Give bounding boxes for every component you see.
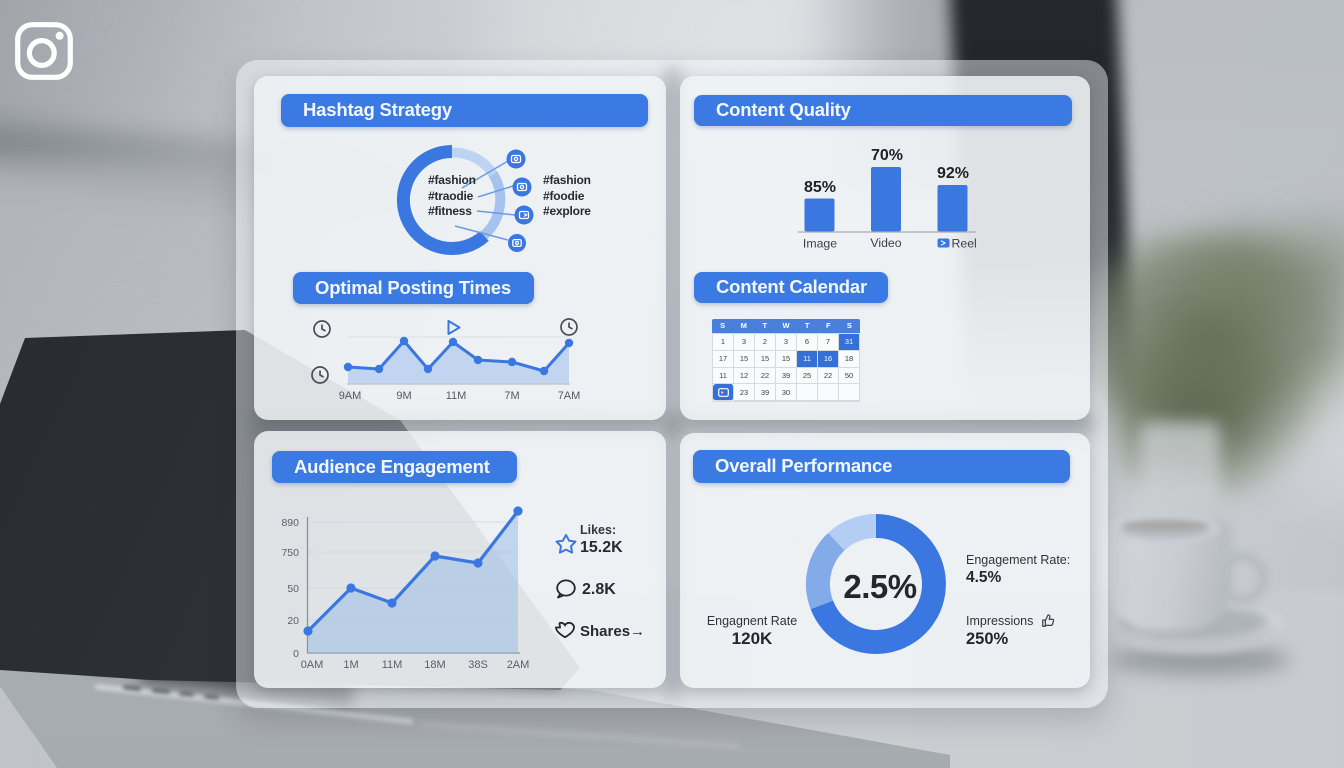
svg-text:Reel: Reel	[952, 237, 977, 251]
svg-text:18M: 18M	[424, 659, 445, 671]
svg-text:11M: 11M	[446, 390, 467, 402]
svg-text:1M: 1M	[343, 659, 358, 671]
svg-text:9AM: 9AM	[339, 390, 362, 402]
svg-text:50: 50	[287, 583, 299, 595]
svg-text:38S: 38S	[468, 659, 488, 671]
svg-text:890: 890	[281, 517, 299, 529]
svg-text:Video: Video	[870, 236, 901, 250]
svg-text:7M: 7M	[504, 390, 519, 402]
svg-text:20: 20	[287, 615, 299, 627]
svg-text:2AM: 2AM	[507, 659, 530, 671]
svg-text:0AM: 0AM	[301, 659, 324, 671]
svg-text:9M: 9M	[396, 390, 411, 402]
svg-text:7AM: 7AM	[558, 390, 581, 402]
svg-text:750: 750	[281, 547, 299, 559]
svg-text:70%: 70%	[871, 147, 903, 164]
svg-text:92%: 92%	[937, 165, 969, 182]
svg-text:11M: 11M	[382, 659, 403, 671]
svg-text:85%: 85%	[804, 179, 836, 196]
svg-text:0: 0	[293, 648, 299, 660]
svg-text:Image: Image	[803, 237, 837, 251]
